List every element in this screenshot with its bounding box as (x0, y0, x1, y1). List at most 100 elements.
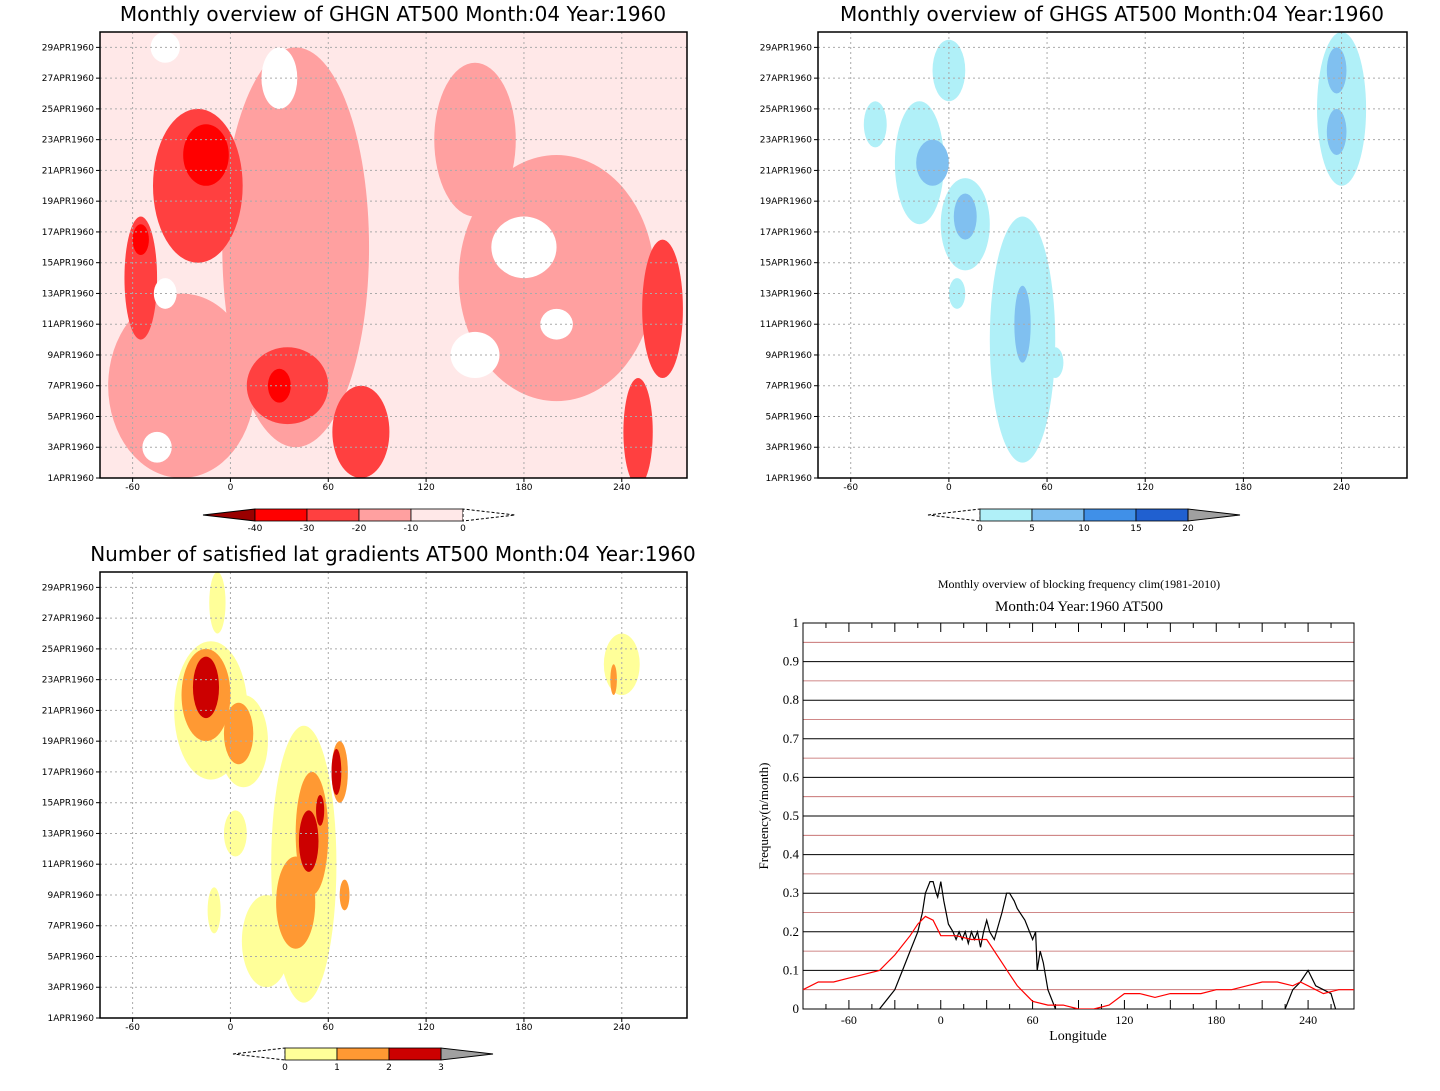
plot-area (803, 881, 1354, 1009)
contour-blob (916, 139, 949, 186)
colorbar-label: 10 (1078, 524, 1090, 534)
contour-blob (1326, 47, 1347, 94)
y-tick-label: 19APR1960 (42, 737, 94, 747)
y-tick-label: 13APR1960 (760, 289, 812, 299)
chart-subtitle: Month:04 Year:1960 AT500 (995, 599, 1163, 615)
colorbar-right-triangle (440, 1047, 494, 1061)
colorbar-swatch (306, 508, 360, 522)
y-tick-label: 3APR1960 (48, 983, 95, 993)
y-tick-label: 3APR1960 (48, 443, 95, 453)
x-tick-label: 120 (418, 483, 435, 493)
y-tick-label: 0 (793, 1001, 800, 1016)
y-tick-label: 17APR1960 (760, 228, 812, 238)
colorbar-label: 0 (282, 1063, 288, 1073)
colorbar-swatch (254, 508, 308, 522)
y-tick-label: 9APR1960 (766, 351, 813, 361)
colorbar-swatch (336, 1047, 390, 1061)
plot-frame (99, 571, 688, 1019)
colorbar-swatch (388, 1047, 442, 1061)
y-tick-label: 0.5 (783, 808, 799, 823)
y-tick-label: 13APR1960 (42, 289, 94, 299)
x-tick-label: 60 (323, 1023, 335, 1033)
colorbar-label: 5 (1029, 524, 1035, 534)
x-tick-label: 180 (1207, 1013, 1225, 1027)
y-tick-label: 0.2 (783, 924, 799, 939)
y-tick-label: 19APR1960 (42, 197, 94, 207)
y-tick-label: 15APR1960 (42, 259, 94, 269)
line-chart-panel: Monthly overview of blocking frequency c… (756, 577, 1355, 1044)
x-tick-label: 60 (1041, 483, 1053, 493)
y-tick-label: 29APR1960 (760, 43, 812, 53)
y-tick-label: 17APR1960 (42, 768, 94, 778)
colorbar-swatch (979, 508, 1033, 522)
colorbar: 0 5 10 15 20 (927, 508, 1241, 534)
y-tick-label: 13APR1960 (42, 829, 94, 839)
contour-blob (623, 378, 653, 478)
colorbar-swatch (1031, 508, 1085, 522)
x-axis-label: Longitude (1049, 1029, 1107, 1044)
colorbar-swatch (284, 1047, 338, 1061)
x-tick-label: 0 (228, 1023, 234, 1033)
x-tick-label: 240 (613, 1023, 630, 1033)
colorbar-label: 3 (438, 1063, 444, 1073)
colorbar-label: 0 (977, 524, 983, 534)
y-tick-label: 21APR1960 (42, 166, 94, 176)
y-tick-label: 0.7 (783, 731, 800, 746)
contour-blob (339, 879, 350, 911)
chart-title: Monthly overview of GHGS AT500 Month:04 … (840, 2, 1384, 26)
colorbar-swatch (1083, 508, 1137, 522)
y-tick-label: 27APR1960 (42, 74, 94, 84)
y-tick-label: 0.8 (783, 692, 799, 707)
x-tick-label: 120 (1115, 1013, 1133, 1027)
plot-frame (817, 31, 1408, 479)
contour-blob (332, 385, 390, 478)
y-tick-label: 17APR1960 (42, 228, 94, 238)
colorbar-label: -10 (404, 524, 419, 534)
x-tick-label: -60 (125, 483, 140, 493)
x-tick-label: 240 (1333, 483, 1350, 493)
y-tick-label: 1APR1960 (48, 474, 95, 484)
y-tick-label: 15APR1960 (42, 799, 94, 809)
contour-blob (1014, 285, 1031, 363)
y-tick-label: 21APR1960 (760, 166, 812, 176)
colorbar-left-triangle (927, 508, 981, 522)
contour-blob (142, 431, 172, 463)
chart-title: Monthly overview of GHGN AT500 Month:04 … (120, 2, 666, 26)
y-tick-label: 3APR1960 (766, 443, 813, 453)
contour-blob (261, 47, 298, 109)
y-tick-label: 19APR1960 (760, 197, 812, 207)
contour-blob (948, 278, 966, 309)
y-tick-label: 11APR1960 (760, 320, 812, 330)
chart-title: Number of satisfied lat gradients AT500 … (90, 542, 696, 566)
x-tick-label: 60 (323, 483, 335, 493)
y-tick-label: 15APR1960 (760, 259, 812, 269)
y-tick-label: 11APR1960 (42, 320, 94, 330)
colorbar-swatch (358, 508, 412, 522)
heatmap-panel-3: Number of satisfied lat gradients AT500 … (42, 542, 696, 1073)
x-tick-label: 240 (1299, 1013, 1317, 1027)
contour-blob (183, 124, 229, 186)
y-tick-label: 9APR1960 (48, 351, 95, 361)
x-tick-label: 0 (946, 483, 952, 493)
colorbar-right-triangle (1187, 508, 1241, 522)
contour-blob (132, 224, 149, 256)
y-tick-label: 29APR1960 (42, 43, 94, 53)
y-tick-label: 23APR1960 (42, 136, 94, 146)
heatmap-panel-2: Monthly overview of GHGS AT500 Month:04 … (760, 2, 1408, 534)
y-tick-label: 1APR1960 (766, 474, 813, 484)
y-tick-label: 23APR1960 (760, 136, 812, 146)
contour-blob (192, 656, 220, 719)
y-tick-label: 25APR1960 (42, 645, 94, 655)
y-tick-label: 11APR1960 (42, 860, 94, 870)
y-tick-label: 5APR1960 (48, 952, 95, 962)
colorbar-label: -40 (248, 524, 263, 534)
colorbar: 0 1 2 3 (232, 1047, 494, 1073)
x-tick-label: 240 (613, 483, 630, 493)
x-tick-label: 180 (1235, 483, 1252, 493)
x-tick-label: 180 (515, 483, 532, 493)
colorbar-label: 15 (1130, 524, 1141, 534)
series-line-2 (803, 915, 1354, 1009)
contour-blob (222, 47, 370, 448)
y-tick-label: 0.4 (783, 847, 800, 862)
